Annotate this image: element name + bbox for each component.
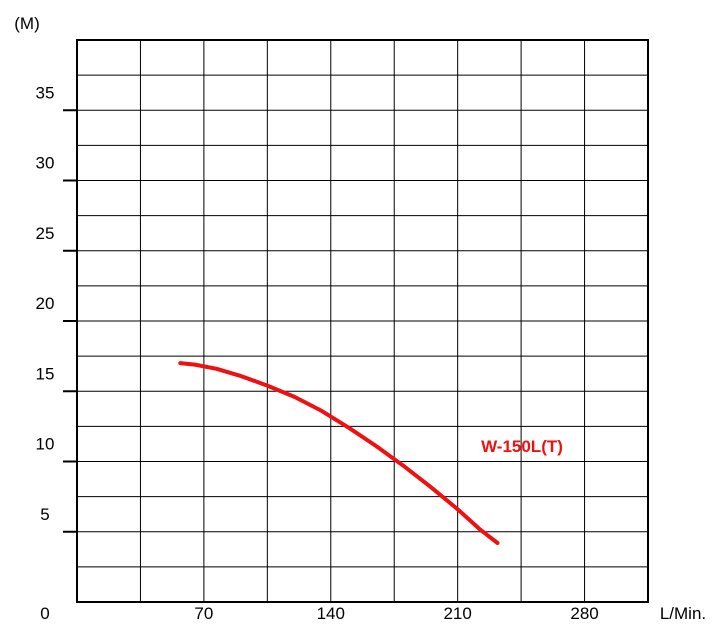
origin-label: 0 xyxy=(40,604,49,623)
y-tick-label: 5 xyxy=(40,505,49,524)
y-tick-label: 30 xyxy=(36,154,55,173)
y-tick-label: 35 xyxy=(36,83,55,102)
x-tick-label: 280 xyxy=(570,604,598,623)
y-tick-label: 20 xyxy=(36,294,55,313)
y-unit-label: (M) xyxy=(14,14,39,33)
x-tick-label: 140 xyxy=(317,604,345,623)
y-axis-ticks xyxy=(63,109,77,533)
y-tick-label: 25 xyxy=(36,224,55,243)
y-tick-label: 15 xyxy=(36,364,55,383)
y-tick-label: 10 xyxy=(36,435,55,454)
x-tick-label: 210 xyxy=(443,604,471,623)
x-tick-label: 70 xyxy=(194,604,213,623)
axis-labels: 5 10 15 20 25 30 35 70 140 210 280 0 (M) L/Min. xyxy=(14,14,706,623)
series-layer: W-150L(T) xyxy=(178,361,563,545)
grid xyxy=(77,40,648,602)
series-line xyxy=(178,361,500,545)
x-unit-label: L/Min. xyxy=(660,604,706,623)
series-label: W-150L(T) xyxy=(481,437,563,456)
